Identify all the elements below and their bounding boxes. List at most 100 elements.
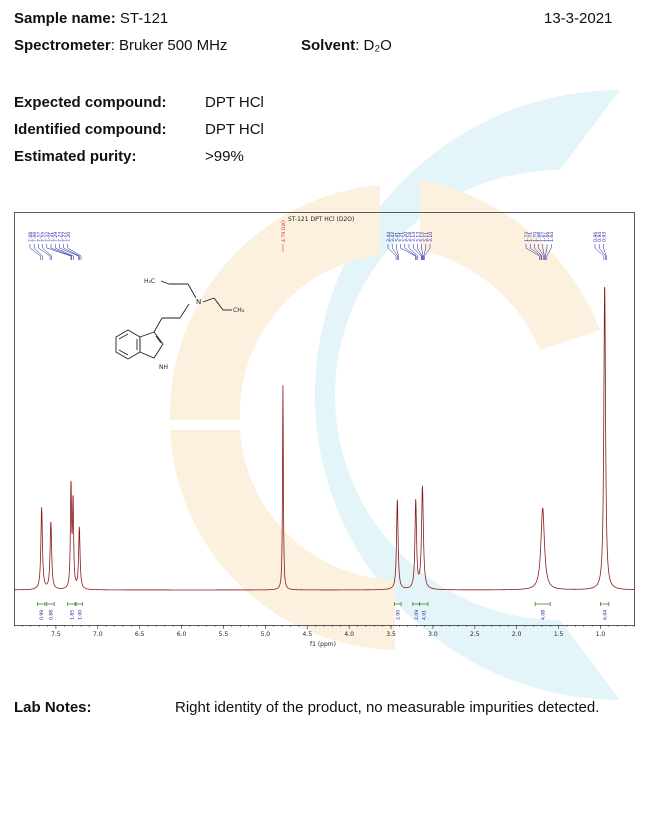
tick-label: 2.5 — [470, 631, 480, 638]
solvent-value: D₂O — [363, 37, 392, 54]
spectrum-title: ST-121 DPT HCl (D2O) — [288, 216, 354, 223]
integral-value: 1.85 — [69, 610, 75, 620]
peak-connector — [525, 247, 540, 257]
peak-label: 1.64 — [549, 232, 555, 242]
x-axis-label: f1 (ppm) — [310, 641, 336, 648]
peak-connector — [538, 247, 544, 257]
n-propyl-up-1 — [187, 283, 197, 299]
tick-label: 3.0 — [428, 631, 438, 638]
spectrometer-label: Spectrometer — [14, 37, 111, 54]
peak-label: 7.55 — [41, 232, 47, 242]
peak-connector — [530, 247, 542, 257]
peak-connector — [413, 247, 422, 257]
peak-connector — [408, 247, 419, 257]
estimated-purity-value: >99% — [205, 148, 244, 165]
peak-connector — [63, 247, 80, 257]
tick-label: 6.5 — [135, 631, 145, 638]
peak-connector — [421, 247, 424, 257]
peak-connector — [38, 247, 51, 257]
peak-label: 7.22 — [62, 232, 68, 242]
integral-value: 2.00 — [396, 610, 402, 620]
peak-connector — [417, 247, 423, 257]
peak-connector — [59, 247, 79, 257]
solvent-label: Solvent — [301, 37, 356, 54]
tick-label: 3.5 — [386, 631, 396, 638]
peak-label: 3.44 — [386, 232, 392, 242]
tick-label: 5.0 — [261, 631, 271, 638]
tick-label: 7.0 — [93, 631, 103, 638]
ethyl-chain-1 — [153, 317, 163, 333]
tick-label: 2.0 — [512, 631, 522, 638]
peak-label: 3.41 — [394, 232, 400, 242]
tick-label: 7.5 — [51, 631, 61, 638]
peak-label: 0.93 — [601, 232, 607, 242]
peak-connector — [603, 247, 607, 257]
sample-name-row: Sample name: ST-121 — [14, 10, 168, 27]
watermark-yellow-arc3 — [170, 430, 395, 650]
integral-value: 6.04 — [603, 610, 609, 620]
tick-label: 1.0 — [596, 631, 606, 638]
peak-connector — [404, 247, 417, 257]
tick-label: 4.5 — [302, 631, 312, 638]
expected-compound-label: Expected compound: — [14, 94, 167, 111]
peak-connector — [387, 247, 397, 257]
identified-compound-value: DPT HCl — [205, 121, 264, 138]
peak-label: 7.29 — [53, 232, 59, 242]
solvent-peak-label: 4.79 D2O — [281, 220, 287, 242]
integral-value: 0.99 — [39, 610, 45, 620]
spectrometer-row: Spectrometer: Bruker 500 MHz — [14, 37, 228, 54]
molecule-structure — [115, 280, 232, 360]
peak-connector — [396, 247, 399, 257]
ethyl-chain-3 — [179, 303, 190, 319]
peak-label: 0.94 — [597, 232, 603, 242]
peak-connector — [534, 247, 543, 257]
peak-label: 7.57 — [36, 232, 42, 242]
peak-connector — [50, 247, 72, 257]
spectrum-trace — [14, 286, 635, 591]
peak-label: 7.32 — [45, 232, 51, 242]
peak-label: 7.31 — [49, 232, 55, 242]
label-ch3: CH₃ — [233, 307, 245, 314]
watermark-yellow-arc — [169, 185, 380, 420]
sample-name-value: ST-121 — [119, 10, 169, 27]
peak-connector — [542, 247, 545, 257]
peak-connector — [34, 247, 43, 257]
expected-compound-value: DPT HCl — [205, 94, 264, 111]
peak-connector — [46, 247, 72, 257]
peak-label: 3.42 — [390, 232, 396, 242]
integral-value: 0.88 — [48, 610, 54, 620]
peak-connector — [423, 247, 427, 257]
peak-label: 1.67 — [541, 232, 547, 242]
label-h3c: H₃C — [144, 278, 155, 285]
peak-connector — [424, 247, 431, 257]
peak-label: 7.66 — [32, 232, 38, 242]
peak-label: 0.96 — [593, 232, 599, 242]
integral-value: 4.08 — [541, 610, 547, 620]
peak-label: 1.71 — [528, 232, 534, 242]
label-nh: NH — [159, 364, 168, 371]
report-date: 13-3-2021 — [544, 10, 613, 27]
peak-connector — [546, 247, 552, 257]
peak-label: 3.14 — [411, 232, 417, 242]
peak-label: 1.73 — [524, 232, 530, 242]
peak-label: 1.68 — [537, 232, 543, 242]
solvent-row: Solvent: D₂O — [301, 37, 392, 54]
watermark-yellow-arc2 — [420, 180, 600, 350]
integral-value: 1.00 — [77, 610, 83, 620]
peak-label: 7.68 — [28, 232, 34, 242]
peak-connector — [42, 247, 52, 257]
peak-label: 3.11 — [424, 232, 430, 242]
peak-label: 1.66 — [545, 232, 551, 242]
tick-label: 5.5 — [219, 631, 229, 638]
peak-connector — [544, 247, 548, 257]
estimated-purity-label: Estimated purity: — [14, 148, 137, 165]
peak-connector — [67, 247, 82, 257]
peak-label: 7.20 — [66, 232, 72, 242]
peak-connector — [29, 247, 41, 257]
peak-label: 3.10 — [428, 232, 434, 242]
peak-label: 3.12 — [420, 232, 426, 242]
label-n: N — [196, 298, 201, 306]
peak-label: 1.70 — [532, 232, 538, 242]
tick-label: 4.0 — [344, 631, 354, 638]
